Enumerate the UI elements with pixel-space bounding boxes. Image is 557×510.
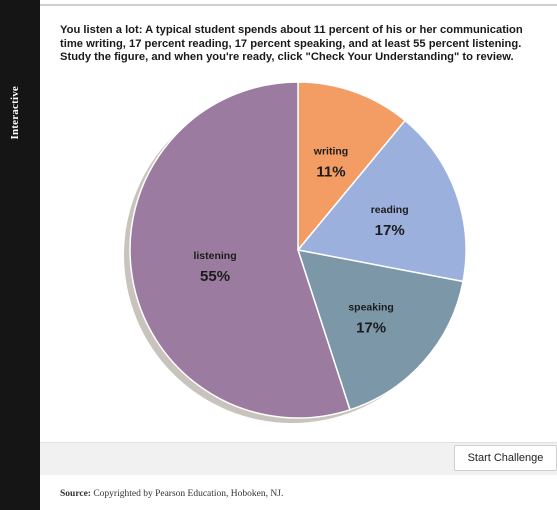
slice-value-writing: 11%	[316, 163, 345, 180]
pie-slice-reading	[296, 119, 467, 283]
slice-label-listening: listening	[193, 250, 236, 262]
pie-slice-speaking	[296, 249, 464, 411]
top-divider	[40, 4, 557, 6]
start-challenge-button[interactable]: Start Challenge	[454, 445, 557, 471]
interactive-label: Interactive	[9, 86, 21, 140]
slice-label-speaking: speaking	[348, 301, 394, 313]
slice-value-speaking: 17%	[356, 319, 386, 336]
slice-value-reading: 17%	[375, 222, 405, 239]
pie-slice-listening	[129, 81, 351, 419]
instructions-text: You listen a lot: A typical student spen…	[60, 24, 523, 64]
pie-slice-writing	[297, 81, 407, 253]
pie-chart: writing 11% reading 17% speaking 17% listening…	[124, 81, 467, 423]
source-line: Source: Copyrighted by Pearson Education…	[60, 489, 283, 499]
slice-label-reading: reading	[371, 204, 409, 216]
slice-value-listening: 55%	[200, 268, 230, 285]
source-text: Copyrighted by Pearson Education, Hoboke…	[93, 489, 284, 499]
side-bar: Interactive	[0, 0, 40, 510]
slice-label-writing: writing	[313, 145, 348, 157]
source-label: Source:	[60, 489, 91, 499]
